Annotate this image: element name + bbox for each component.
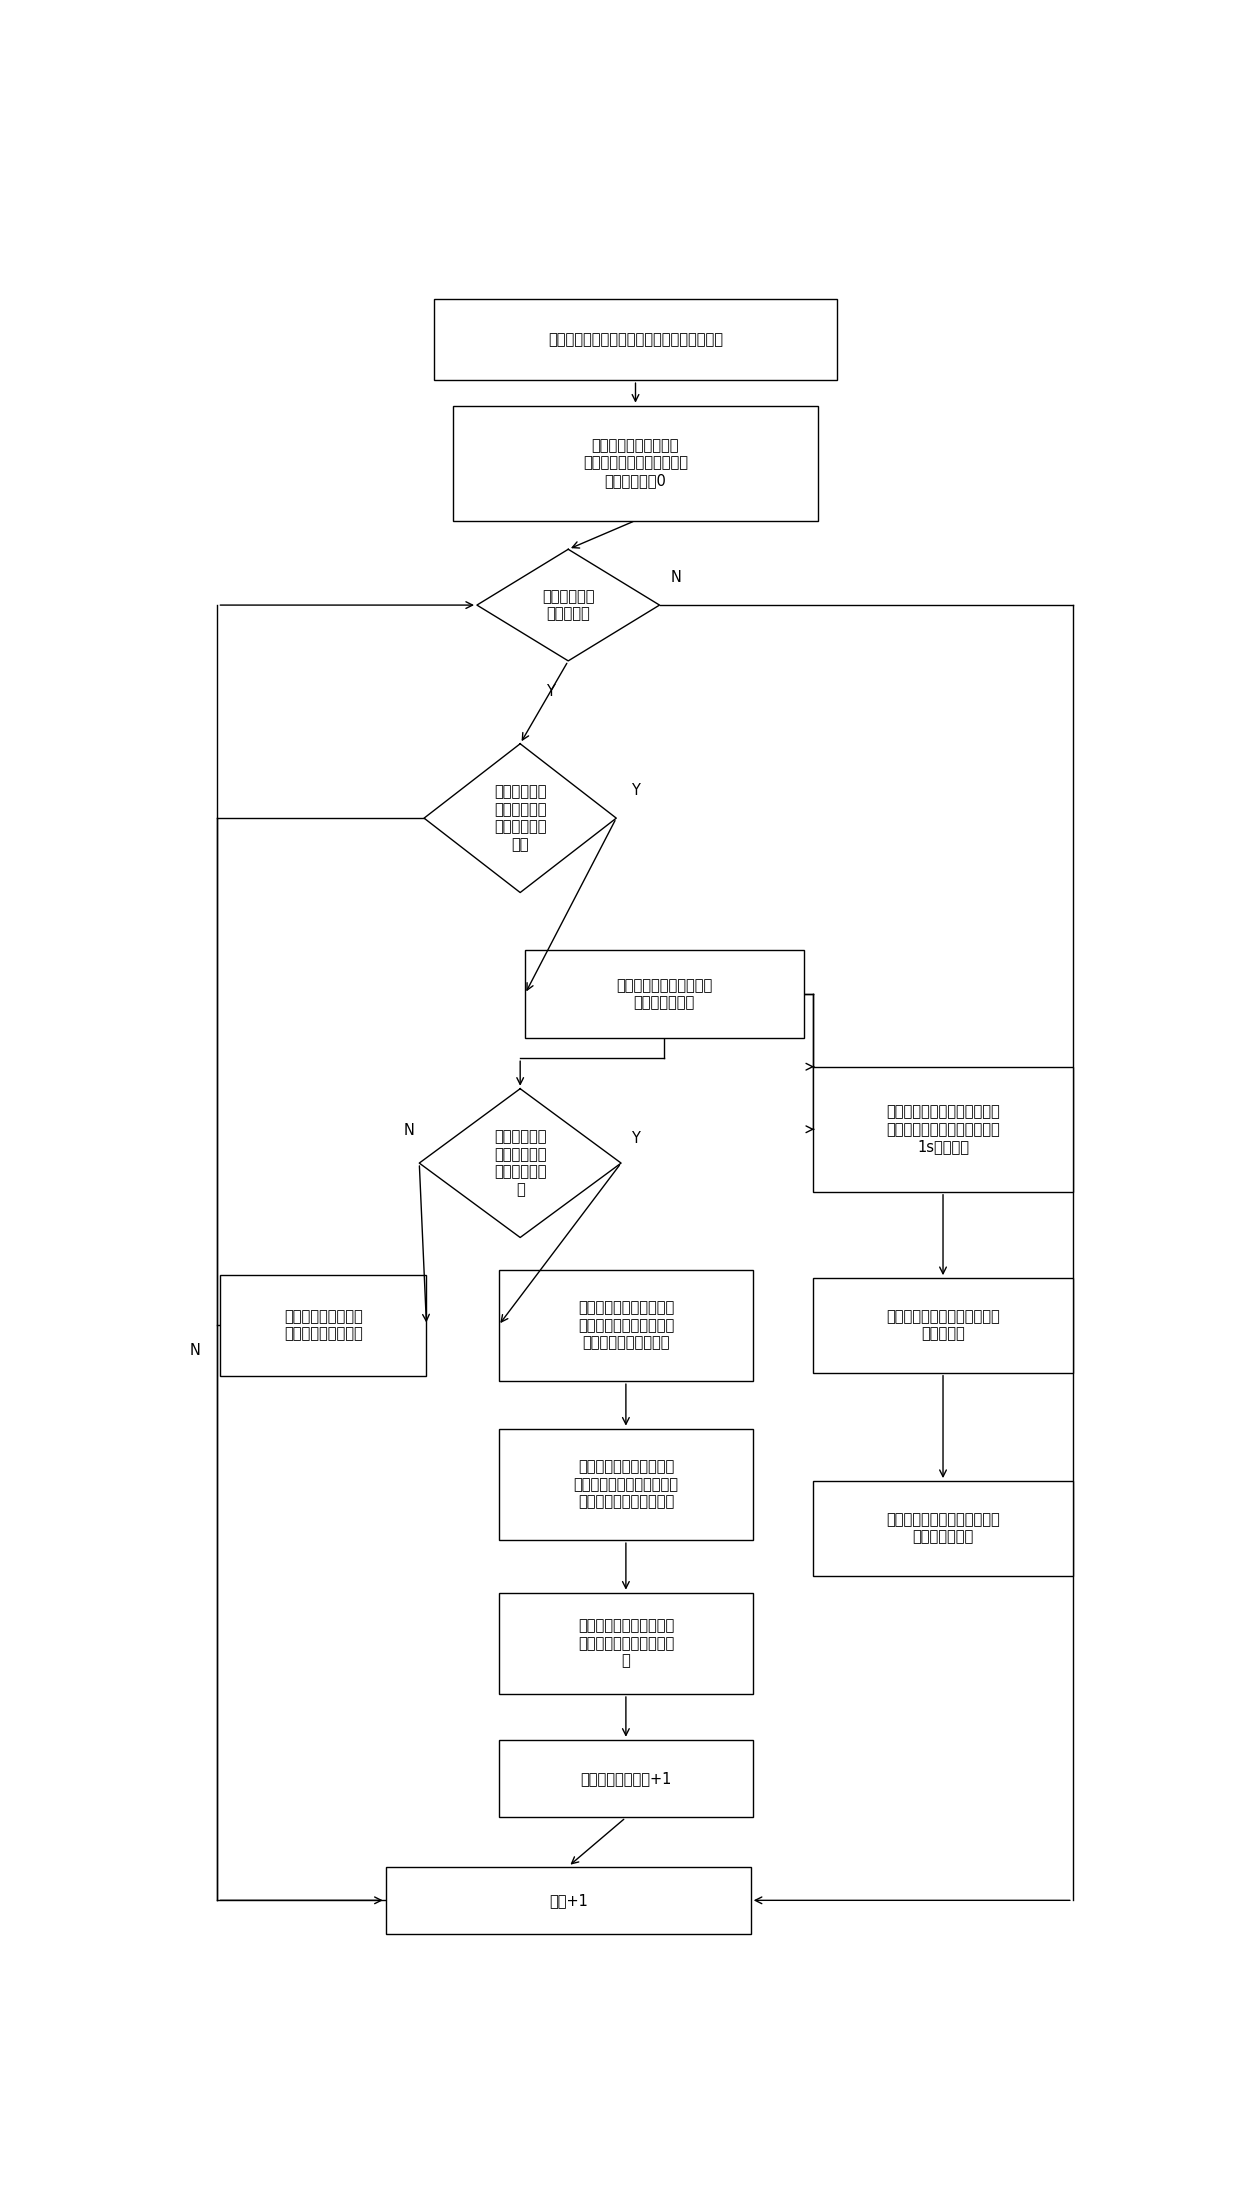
Text: 计算并获取遥测任务运行
表单的发送目的地址、数
据容量和预计运行时间: 计算并获取遥测任务运行 表单的发送目的地址、数 据容量和预计运行时间 [578,1300,675,1351]
FancyBboxPatch shape [453,406,818,520]
Text: 将遥测任务根据可靠性等
级放入待执行的优先级队
列: 将遥测任务根据可靠性等 级放入待执行的优先级队 列 [578,1618,675,1669]
FancyBboxPatch shape [498,1592,753,1693]
Text: 行号小于等于
表格最大行: 行号小于等于 表格最大行 [542,589,594,621]
FancyBboxPatch shape [386,1867,751,1935]
Text: 当前已发送周期数+1: 当前已发送周期数+1 [580,1772,672,1785]
FancyBboxPatch shape [498,1269,753,1381]
Text: 遥测接收方设置接收缓存，平
衡峰值总线负载: 遥测接收方设置接收缓存，平 衡峰值总线负载 [887,1513,999,1544]
Text: Y: Y [547,683,556,698]
Text: 遥测数据配置及运行
表中的使能标志为假: 遥测数据配置及运行 表中的使能标志为假 [284,1309,362,1342]
Text: 计算周期遥测消息数量，并执
行遥测任务: 计算周期遥测消息数量，并执 行遥测任务 [887,1309,999,1342]
FancyBboxPatch shape [498,1430,753,1539]
FancyBboxPatch shape [813,1067,1073,1192]
Text: 采用表格形式配置形成遥测数据配置及运行表: 采用表格形式配置形成遥测数据配置及运行表 [548,332,723,347]
FancyBboxPatch shape [434,299,837,380]
Text: N: N [403,1122,414,1138]
Text: 计算周期性遥测任务执行器的
执行周期剩余时间和总线过去
1s的负载率: 计算周期性遥测任务执行器的 执行周期剩余时间和总线过去 1s的负载率 [887,1105,999,1155]
Text: N: N [671,569,682,584]
Text: Y: Y [631,782,640,797]
Text: 计算获取遥测任务运行表
单的发送地址和预计运行时
间，并生成具体遥测任务: 计算获取遥测任务运行表 单的发送地址和预计运行时 间，并生成具体遥测任务 [573,1460,678,1509]
FancyBboxPatch shape [813,1278,1073,1372]
FancyBboxPatch shape [813,1480,1073,1577]
FancyBboxPatch shape [525,951,804,1039]
Text: 行号+1: 行号+1 [549,1893,588,1908]
FancyBboxPatch shape [219,1274,427,1377]
FancyBboxPatch shape [498,1739,753,1818]
Text: 遥测数据配置及运行表中
的使能标志为真: 遥测数据配置及运行表中 的使能标志为真 [616,977,713,1010]
Text: 遥测数据配置
及运行表中的
发送条件是否
满足: 遥测数据配置 及运行表中的 发送条件是否 满足 [494,784,547,852]
Text: N: N [190,1344,200,1359]
Text: 周期性遥测任务生成器
逐行遍历表格行参数信息，
行号初始化为0: 周期性遥测任务生成器 逐行遍历表格行参数信息， 行号初始化为0 [583,439,688,488]
Text: 当前已发送周
期数是否小于
需要发送周期
数: 当前已发送周 期数是否小于 需要发送周期 数 [494,1129,547,1197]
Text: Y: Y [631,1131,640,1146]
